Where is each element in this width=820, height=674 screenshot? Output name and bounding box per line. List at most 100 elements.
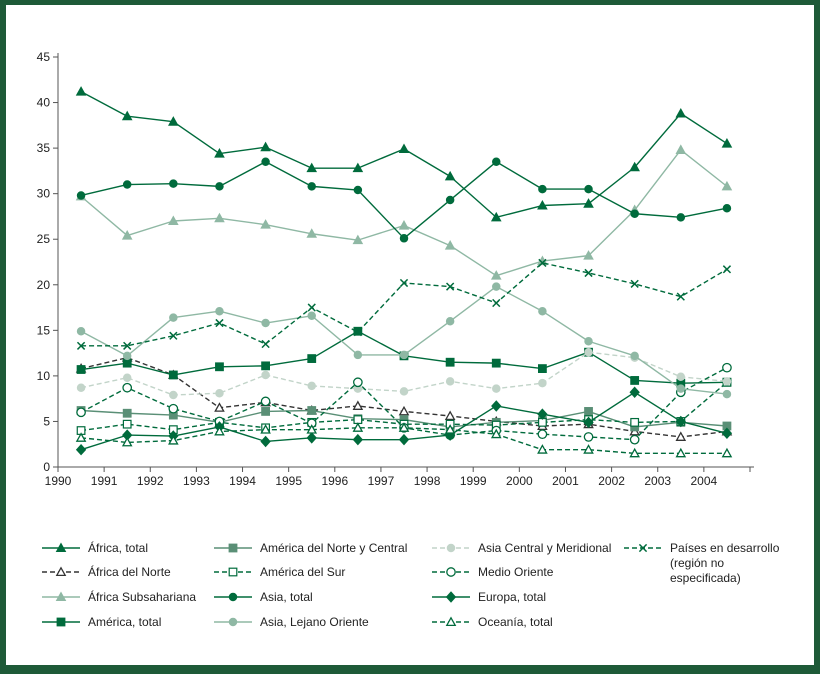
data-point xyxy=(676,213,686,222)
data-point xyxy=(260,435,271,448)
data-point xyxy=(399,278,409,288)
data-point xyxy=(75,432,87,442)
data-point xyxy=(352,234,364,245)
data-point xyxy=(538,258,547,268)
data-point xyxy=(353,350,363,360)
legend-item: Oceanía, total xyxy=(432,615,553,629)
data-point xyxy=(260,219,271,229)
data-point xyxy=(353,415,363,425)
data-point xyxy=(121,230,133,240)
data-point xyxy=(121,110,133,121)
data-point xyxy=(168,370,178,380)
x-tick-label: 1994 xyxy=(229,474,256,488)
data-point xyxy=(490,270,502,280)
data-point xyxy=(214,425,225,436)
legend-item: África, total xyxy=(42,540,148,555)
legend-swatch-marker xyxy=(228,592,238,602)
legend-item: Países en desarrollo(región noespecifica… xyxy=(624,541,780,585)
data-point xyxy=(538,184,547,194)
data-point xyxy=(444,240,456,250)
legend-swatch-marker xyxy=(638,543,648,553)
legend-swatch-marker xyxy=(446,567,456,577)
data-point xyxy=(722,362,732,373)
data-point xyxy=(629,161,640,172)
series-9 xyxy=(76,282,732,399)
data-point xyxy=(307,381,316,391)
data-point xyxy=(722,203,732,213)
data-point xyxy=(214,212,225,223)
data-point xyxy=(76,341,86,350)
data-point xyxy=(215,182,224,191)
data-point xyxy=(676,292,685,301)
data-point xyxy=(583,444,594,454)
data-point xyxy=(722,265,732,274)
series-0 xyxy=(75,86,733,222)
data-point xyxy=(398,405,410,416)
legend-swatch-marker xyxy=(228,567,238,577)
y-tick-label: 10 xyxy=(37,369,51,383)
data-point xyxy=(630,351,639,361)
data-point xyxy=(261,407,270,416)
data-point xyxy=(76,383,86,392)
data-point xyxy=(169,179,178,188)
x-tick-label: 1997 xyxy=(368,474,395,488)
data-point xyxy=(722,389,732,399)
legend-label: África, total xyxy=(88,540,148,555)
data-point xyxy=(169,331,178,340)
x-tick-label: 1992 xyxy=(137,474,164,488)
legend-label: América del Sur xyxy=(260,565,345,579)
data-point xyxy=(260,141,271,152)
legend-item: América del Sur xyxy=(214,565,345,579)
data-point xyxy=(583,198,594,208)
data-point xyxy=(398,433,410,446)
y-tick-label: 30 xyxy=(37,187,51,201)
legend-swatch-marker xyxy=(228,543,238,553)
legend-swatch-marker xyxy=(55,566,67,577)
legend-label: Asia Central y Meridional xyxy=(478,541,611,555)
data-point xyxy=(584,337,593,346)
plot-area xyxy=(75,86,733,458)
data-point xyxy=(306,228,318,238)
data-point xyxy=(260,424,271,434)
data-point xyxy=(76,365,86,374)
data-point xyxy=(399,234,409,243)
data-point xyxy=(306,432,317,444)
legend-item: Europa, total xyxy=(432,590,546,604)
data-point xyxy=(491,400,502,412)
data-point xyxy=(352,422,364,432)
data-point xyxy=(446,282,455,291)
data-point xyxy=(307,303,316,312)
data-point xyxy=(168,116,179,126)
data-point xyxy=(352,400,364,410)
data-point xyxy=(629,434,640,445)
data-point xyxy=(721,427,733,440)
series-line xyxy=(80,149,728,277)
data-point xyxy=(123,341,132,350)
y-tick-label: 5 xyxy=(43,414,50,428)
legend: África, total África del Norte África Subs… xyxy=(42,540,780,629)
data-point xyxy=(675,447,687,458)
data-point xyxy=(444,424,456,434)
legend-label: Europa, total xyxy=(478,590,546,604)
data-point xyxy=(629,386,640,399)
data-point xyxy=(676,372,686,382)
data-point xyxy=(584,347,593,357)
y-tick-label: 25 xyxy=(37,232,51,246)
data-point xyxy=(76,407,86,418)
legend-label: Oceanía, total xyxy=(478,615,553,629)
data-point xyxy=(215,318,224,328)
data-point xyxy=(492,384,501,393)
y-tick-label: 0 xyxy=(43,460,50,474)
legend-item: África Subsahariana xyxy=(42,589,196,604)
legend-label: América del Norte y Central xyxy=(260,541,407,555)
data-point xyxy=(75,86,87,96)
x-tick-label: 1991 xyxy=(91,474,118,488)
x-tick-label: 2003 xyxy=(644,474,671,488)
x-tick-label: 2000 xyxy=(506,474,533,488)
data-point xyxy=(122,408,132,418)
y-tick-label: 35 xyxy=(37,141,51,155)
data-point xyxy=(398,422,410,432)
data-point xyxy=(261,361,270,371)
